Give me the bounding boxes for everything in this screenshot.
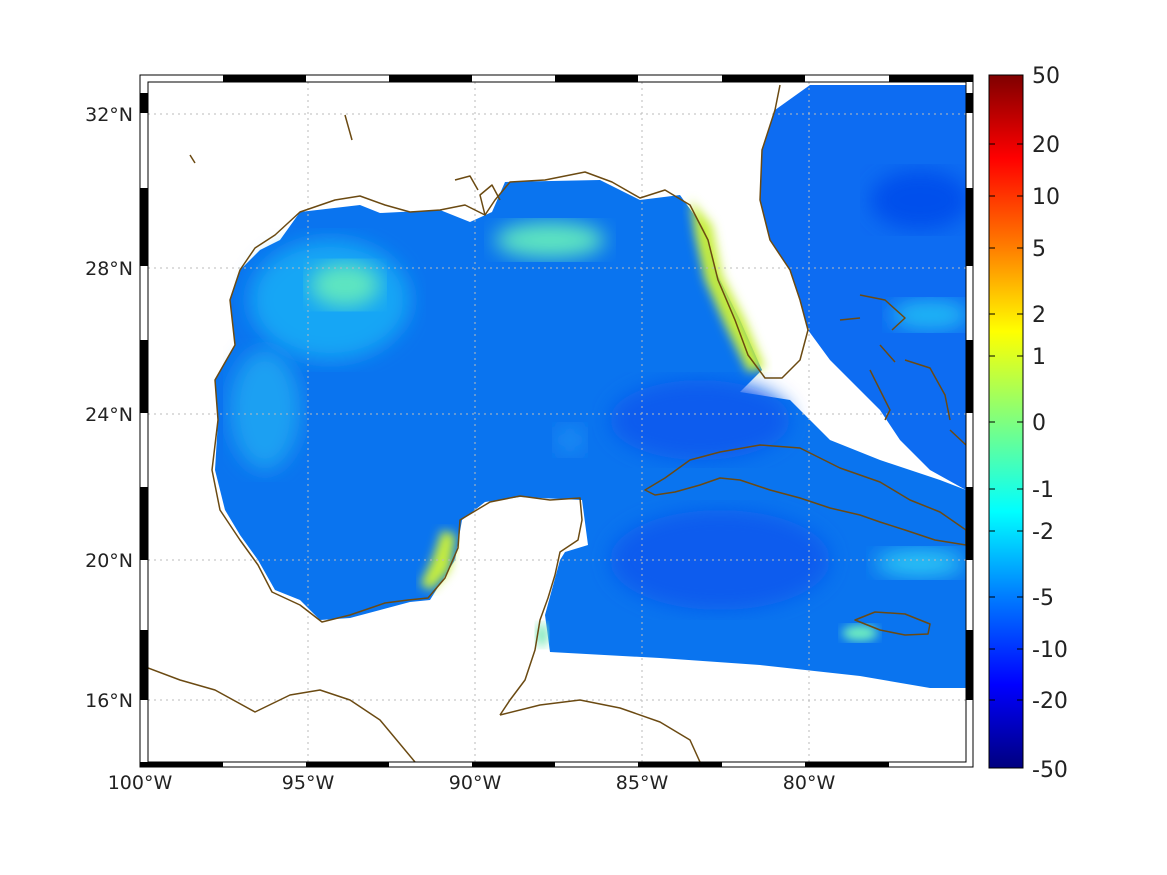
colorbar-label: 5 — [1032, 237, 1046, 262]
colorbar-label: -50 — [1032, 758, 1068, 783]
lon-tick-label: 95°W — [282, 772, 335, 794]
colorbar-label: 0 — [1032, 411, 1046, 436]
lon-tick-label: 100°W — [108, 772, 173, 794]
colorbar-label: 20 — [1032, 133, 1060, 158]
colorbar: 50 20 10 5 2 1 0 -1 -2 -5 -10 -20 -50 — [988, 64, 1068, 783]
lat-tick-label: 16°N — [85, 690, 133, 712]
lon-tick-label: 85°W — [616, 772, 669, 794]
jamaica-outline — [854, 611, 931, 636]
cuba-outline — [644, 444, 966, 546]
colorbar-label: -10 — [1032, 638, 1068, 663]
colorbar-ticks — [989, 143, 1023, 701]
gulf-coastline — [211, 84, 809, 716]
colorbar-label: -2 — [1032, 520, 1054, 545]
bahamas-outline — [839, 294, 966, 446]
colorbar-label: 2 — [1032, 303, 1046, 328]
colorbar-label: -1 — [1032, 478, 1054, 503]
lon-tick-label: 90°W — [449, 772, 502, 794]
lat-tick-label: 28°N — [85, 258, 133, 280]
colorbar-label: 50 — [1032, 64, 1060, 89]
coastlines — [148, 84, 966, 762]
lon-tick-label: 80°W — [783, 772, 836, 794]
latitude-labels: 32°N 28°N 24°N 20°N 16°N — [85, 104, 133, 712]
colorbar-label: 1 — [1032, 345, 1046, 370]
colorbar-label: 10 — [1032, 185, 1060, 210]
graticule — [148, 82, 966, 762]
central-america-coastline — [148, 667, 701, 762]
mississippi-delta — [189, 114, 501, 216]
lat-tick-label: 20°N — [85, 550, 133, 572]
colorbar-label: -20 — [1032, 689, 1068, 714]
map-frame — [139, 74, 974, 768]
lat-tick-label: 32°N — [85, 104, 133, 126]
lat-tick-label: 24°N — [85, 404, 133, 426]
colorbar-label: -5 — [1032, 586, 1054, 611]
ocean-field — [215, 85, 966, 688]
longitude-labels: 100°W 95°W 90°W 85°W 80°W — [108, 772, 836, 794]
